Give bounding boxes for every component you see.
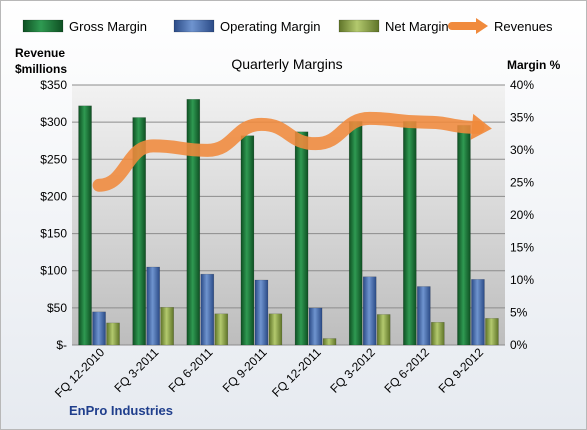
right-tick-label: 35% (510, 111, 534, 125)
company-name: EnPro Industries (69, 403, 173, 418)
right-tick-label: 5% (510, 306, 528, 320)
bar-operating-margin (308, 307, 323, 346)
bar-gross-margin (132, 117, 146, 346)
bar-gross-margin (186, 99, 201, 346)
legend-swatch (338, 19, 380, 33)
bar-gross-margin (78, 105, 92, 346)
x-tick-label: FQ 9-2011 (220, 345, 270, 395)
bar-operating-margin (254, 279, 269, 346)
left-tick-label: $200 (40, 189, 67, 203)
bar-operating-margin (417, 286, 431, 346)
legend-swatch (22, 19, 64, 33)
legend-swatch-arrow (476, 18, 488, 34)
bar-net-margin (214, 313, 229, 346)
legend: Gross Margin Operating Margin Net Margin Re… (22, 18, 553, 34)
right-tick-label: 40% (510, 78, 534, 92)
legend-label: Gross Margin (69, 19, 147, 34)
right-tick-label: 20% (510, 208, 534, 222)
x-tick-label: FQ 3-2011 (111, 345, 161, 395)
right-tick-label: 15% (510, 241, 534, 255)
bar-net-margin (322, 338, 337, 346)
bar-operating-margin (200, 273, 215, 346)
left-tick-label: $- (56, 338, 67, 352)
right-axis-title: Margin % (507, 58, 561, 72)
x-tick-label: FQ 12-2010 (52, 345, 107, 400)
bar-operating-margin (362, 276, 377, 346)
x-tick-label: FQ 12-2011 (269, 345, 324, 400)
bar-operating-margin (146, 266, 160, 346)
bar-gross-margin (457, 125, 471, 346)
left-tick-label: $50 (47, 301, 67, 315)
bar-net-margin (268, 313, 283, 346)
right-tick-label: 10% (510, 273, 534, 287)
right-tick-label: 0% (510, 338, 528, 352)
left-tick-label: $150 (40, 227, 67, 241)
left-axis-title-line2: $millions (15, 62, 67, 76)
right-axis-ticks: 0% 5% 10% 15% 20% 25% 30% 35% 40% (510, 78, 534, 352)
right-tick-label: 25% (510, 176, 534, 190)
left-axis-title-line1: Revenue (15, 46, 65, 60)
bar-operating-margin (92, 311, 106, 346)
bar-gross-margin (348, 121, 363, 346)
bar-net-margin (106, 322, 120, 346)
x-tick-label: FQ 9-2012 (436, 345, 487, 396)
bar-operating-margin (471, 279, 485, 346)
x-tick-label: FQ 6-2012 (381, 345, 432, 396)
x-tick-label: FQ 3-2012 (327, 345, 378, 396)
revenue-arrowhead (470, 113, 492, 140)
revenue-line-path (92, 111, 485, 192)
x-tick-label: FQ 6-2011 (166, 345, 216, 395)
left-tick-label: $100 (40, 264, 67, 278)
x-axis-ticks: FQ 12-2010 FQ 3-2011 FQ 6-2011 FQ 9-2011 FQ … (52, 345, 486, 400)
revenue-line (92, 111, 492, 192)
right-tick-label: 30% (510, 143, 534, 157)
legend-label: Revenues (494, 19, 553, 34)
left-tick-label: $350 (40, 78, 67, 92)
bar-net-margin (485, 318, 499, 346)
bar-gross-margin (403, 121, 417, 346)
left-axis-ticks: $- $50 $100 $150 $200 $250 $300 $350 (40, 78, 67, 352)
legend-label: Net Margin (385, 19, 449, 34)
legend-swatch (173, 19, 215, 33)
bar-net-margin (431, 322, 445, 346)
bar-net-margin (160, 307, 174, 346)
bar-gross-margin (294, 131, 309, 346)
left-tick-label: $300 (40, 115, 67, 129)
bar-gross-margin (240, 135, 255, 346)
left-tick-label: $250 (40, 152, 67, 166)
bar-net-margin (376, 314, 391, 346)
bars (78, 99, 499, 346)
legend-label: Operating Margin (220, 19, 320, 34)
chart-title: Quarterly Margins (231, 56, 342, 72)
